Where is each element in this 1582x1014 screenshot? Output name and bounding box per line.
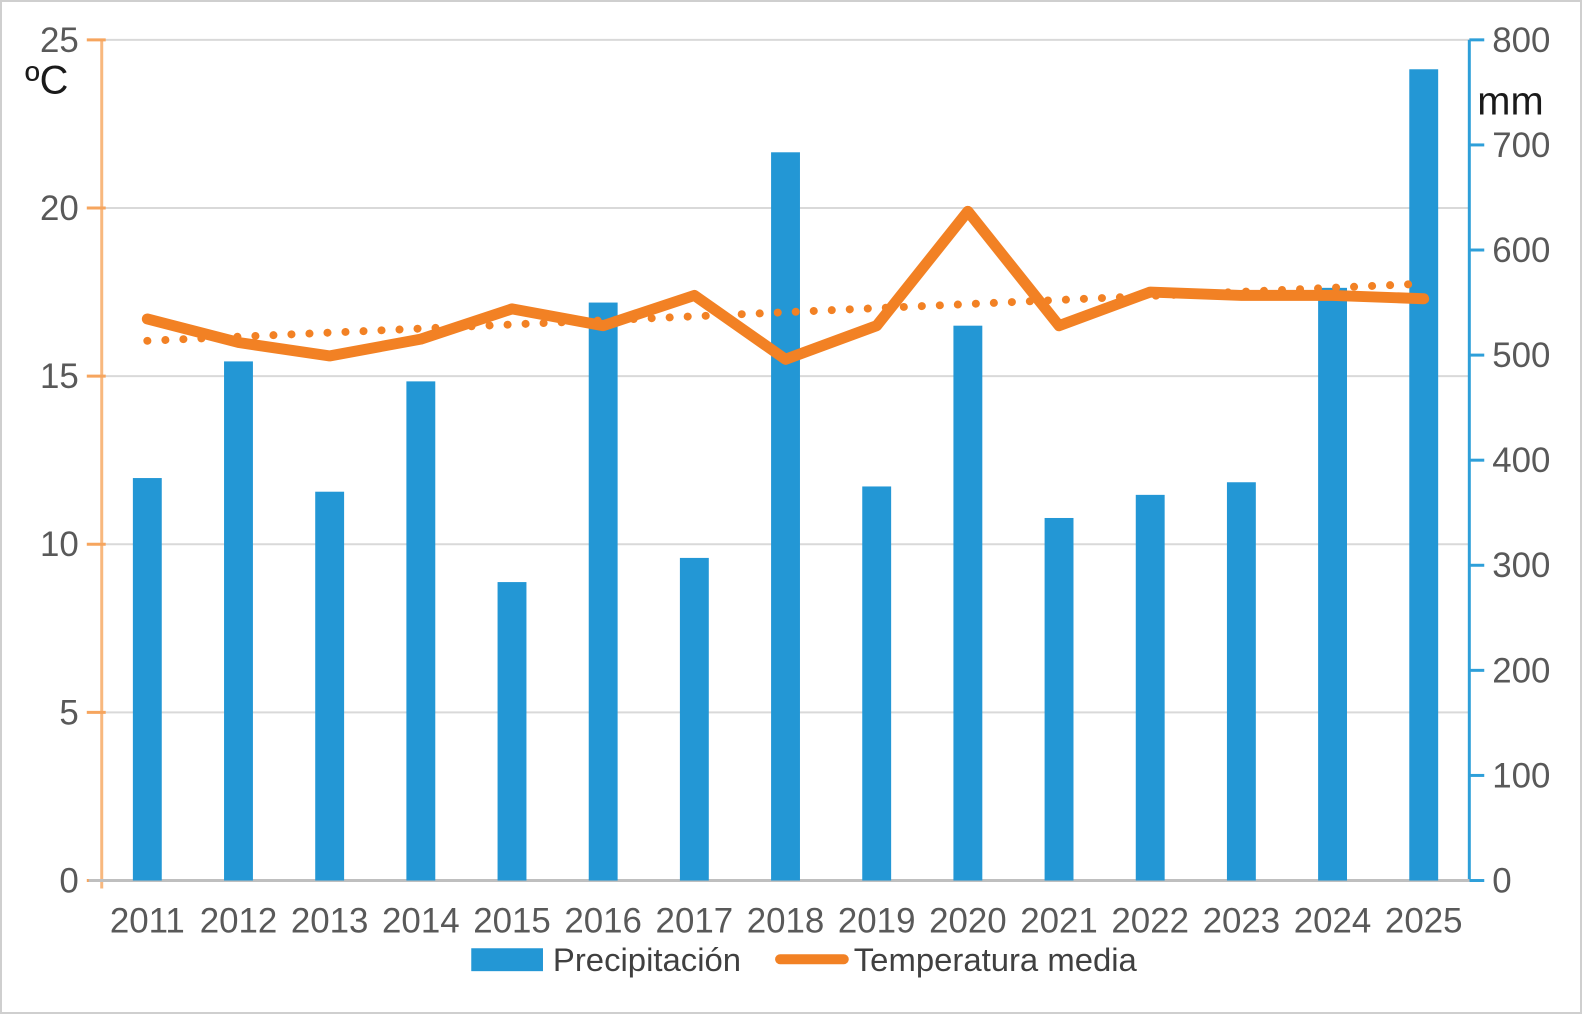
right-axis-tick-label: 600	[1492, 231, 1550, 270]
x-axis-year-label: 2022	[1111, 901, 1189, 940]
left-tick-labels: 0 5 10 15 20 25	[40, 21, 79, 901]
left-axis-tick-label: 5	[59, 693, 78, 732]
x-axis-year-label: 2013	[291, 901, 369, 940]
precipitation-bar	[679, 557, 709, 881]
precipitation-bar	[588, 302, 618, 881]
right-axis-tick-label: 800	[1492, 21, 1550, 60]
precipitation-bar	[1318, 287, 1347, 881]
precipitation-bar	[1409, 69, 1439, 881]
right-axis-tick-label: 500	[1492, 336, 1550, 375]
temperature-line	[141, 205, 1430, 365]
x-axis-year-label: 2011	[110, 901, 185, 940]
right-axis-tick-label: 0	[1492, 861, 1511, 900]
legend-precipitation-label: Precipitación	[553, 941, 741, 978]
precipitation-bar	[406, 381, 436, 881]
precipitation-bar	[315, 491, 345, 881]
left-axis-tick-label: 10	[40, 525, 79, 564]
x-axis-year-label: 2024	[1294, 901, 1372, 940]
precipitation-bar	[1226, 482, 1256, 881]
precipitation-bar	[132, 478, 162, 881]
x-axis-year-label: 2017	[656, 901, 734, 940]
x-axis-year-label: 2023	[1203, 901, 1281, 940]
left-axis-tick-label: 0	[59, 861, 78, 900]
right-axis-unit-label: mm	[1477, 80, 1543, 124]
legend-temperature-label: Temperatura media	[854, 941, 1138, 978]
year-labels: 2011 2012 2013 2014 2015 2016 2017 2018 2019 2020…	[110, 901, 1463, 940]
precipitation-bar	[1044, 517, 1074, 881]
x-axis-year-label: 2014	[382, 901, 460, 940]
precipitation-bar	[497, 582, 527, 881]
right-axis	[1467, 38, 1485, 883]
right-axis-tick-label: 100	[1492, 756, 1550, 795]
left-axis-tick-label: 15	[40, 357, 79, 396]
x-axis-year-label: 2019	[838, 901, 916, 940]
legend: Precipitación Temperatura media	[471, 941, 1138, 978]
left-axis	[86, 38, 106, 889]
right-axis-tick-label: 700	[1492, 126, 1550, 165]
right-axis-tick-label: 200	[1492, 651, 1550, 690]
x-axis-year-label: 2021	[1020, 901, 1098, 940]
precipitation-bar	[224, 361, 253, 881]
precipitation-bar	[862, 486, 892, 881]
right-axis-tick-label: 300	[1492, 546, 1550, 585]
x-axis-year-label: 2015	[473, 901, 551, 940]
precipitation-bar	[953, 325, 983, 881]
left-axis-tick-label: 20	[40, 189, 79, 228]
x-axis-year-label: 2012	[200, 901, 278, 940]
right-tick-labels: 0 100 200 300 400 500 600 700 800	[1492, 21, 1550, 901]
left-axis-unit-label: ºC	[25, 59, 68, 103]
x-axis-year-label: 2016	[564, 901, 642, 940]
precipitation-bar	[1135, 494, 1165, 881]
x-axis-year-label: 2018	[747, 901, 825, 940]
temperature-polyline	[141, 205, 1430, 365]
x-axis-year-label: 2025	[1385, 901, 1463, 940]
precipitation-bar	[771, 152, 800, 881]
legend-precipitation-swatch	[471, 948, 543, 972]
left-axis-tick-label: 25	[40, 21, 79, 60]
precipitation-bars	[132, 69, 1439, 881]
x-axis-year-label: 2020	[929, 901, 1007, 940]
right-axis-tick-label: 400	[1492, 441, 1550, 480]
